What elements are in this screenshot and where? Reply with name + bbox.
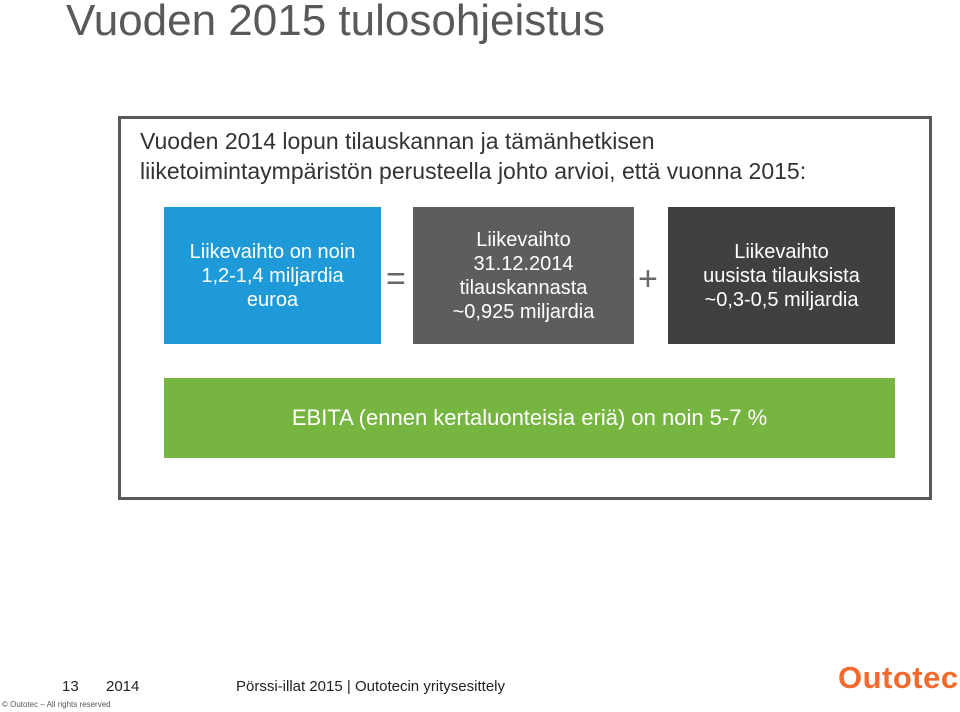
intro-text: Vuoden 2014 lopun tilauskannan ja tämänh…: [140, 126, 806, 186]
revenue-line-3: euroa: [246, 288, 299, 311]
intro-line-2: liiketoimintaympäristön perusteella joht…: [140, 158, 807, 184]
guidance-frame: [118, 116, 932, 500]
plus-sign: +: [638, 260, 658, 298]
new-orders-line-1: Liikevaihto: [734, 240, 829, 263]
new-orders-line-2: uusista tilauksista: [703, 264, 860, 287]
new-orders-box: Liikevaihto uusista tilauksista ~0,3-0,5…: [668, 207, 895, 344]
order-book-line-4: ~0,925 miljardia: [452, 300, 595, 323]
ebita-bar: EBITA (ennen kertaluonteisia eriä) on no…: [164, 378, 895, 458]
intro-line-1: Vuoden 2014 lopun tilauskannan ja tämänh…: [140, 128, 655, 154]
revenue-box: Liikevaihto on noin 1,2-1,4 miljardia eu…: [164, 207, 381, 344]
order-book-line-2: 31.12.2014: [473, 252, 574, 275]
outotec-logo: Outotec: [838, 660, 959, 695]
footer-text: Pörssi-illat 2015 | Outotecin yritysesit…: [236, 678, 505, 695]
slide-title: Vuoden 2015 tulosohjeistus: [66, 0, 605, 45]
copyright-notice: © Outotec – All rights reserved: [2, 700, 111, 709]
order-book-box: Liikevaihto 31.12.2014 tilauskannasta ~0…: [413, 207, 634, 344]
footer-year: 2014: [106, 678, 140, 695]
equals-sign: =: [386, 260, 406, 298]
page-number: 13: [62, 678, 79, 695]
ebita-text: EBITA (ennen kertaluonteisia eriä) on no…: [291, 405, 768, 430]
revenue-line-2: 1,2-1,4 miljardia: [201, 264, 344, 287]
order-book-line-3: tilauskannasta: [459, 276, 588, 299]
new-orders-line-3: ~0,3-0,5 miljardia: [704, 288, 859, 311]
revenue-line-1: Liikevaihto on noin: [189, 240, 356, 263]
order-book-line-1: Liikevaihto: [476, 228, 571, 251]
